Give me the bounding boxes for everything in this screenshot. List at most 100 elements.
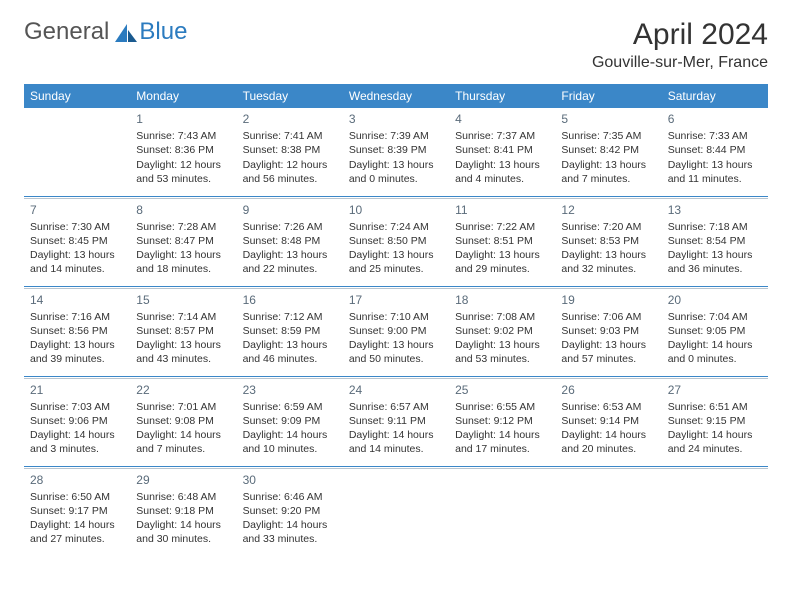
weekday-header: Sunday [24, 84, 130, 108]
sunrise-text: Sunrise: 7:22 AM [455, 220, 549, 234]
sunrise-text: Sunrise: 7:03 AM [30, 400, 124, 414]
calendar-day-cell: 1Sunrise: 7:43 AMSunset: 8:36 PMDaylight… [130, 108, 236, 196]
daylight-text: Daylight: 13 hours [30, 338, 124, 352]
sunset-text: Sunset: 8:39 PM [349, 143, 443, 157]
weekday-header: Saturday [662, 84, 768, 108]
brand-part2: Blue [139, 18, 187, 46]
weekday-header: Friday [555, 84, 661, 108]
sunset-text: Sunset: 9:12 PM [455, 414, 549, 428]
calendar-day-cell: 20Sunrise: 7:04 AMSunset: 9:05 PMDayligh… [662, 288, 768, 376]
daylight-text: Daylight: 13 hours [136, 248, 230, 262]
daylight-text: Daylight: 14 hours [243, 518, 337, 532]
sunrise-text: Sunrise: 7:16 AM [30, 310, 124, 324]
daylight-text: and 27 minutes. [30, 532, 124, 546]
sunset-text: Sunset: 8:36 PM [136, 143, 230, 157]
sunset-text: Sunset: 9:14 PM [561, 414, 655, 428]
day-number: 16 [243, 292, 337, 308]
daylight-text: and 0 minutes. [349, 172, 443, 186]
daylight-text: Daylight: 13 hours [455, 338, 549, 352]
sunset-text: Sunset: 8:48 PM [243, 234, 337, 248]
sunset-text: Sunset: 8:54 PM [668, 234, 762, 248]
daylight-text: Daylight: 13 hours [349, 338, 443, 352]
daylight-text: and 50 minutes. [349, 352, 443, 366]
calendar-day-cell: 22Sunrise: 7:01 AMSunset: 9:08 PMDayligh… [130, 378, 236, 466]
daylight-text: Daylight: 12 hours [136, 158, 230, 172]
day-number: 10 [349, 202, 443, 218]
calendar-day-cell: 3Sunrise: 7:39 AMSunset: 8:39 PMDaylight… [343, 108, 449, 196]
sunrise-text: Sunrise: 7:12 AM [243, 310, 337, 324]
calendar-day-cell: 21Sunrise: 7:03 AMSunset: 9:06 PMDayligh… [24, 378, 130, 466]
sunrise-text: Sunrise: 7:24 AM [349, 220, 443, 234]
day-number: 21 [30, 382, 124, 398]
sunset-text: Sunset: 9:15 PM [668, 414, 762, 428]
day-number: 19 [561, 292, 655, 308]
sunset-text: Sunset: 8:42 PM [561, 143, 655, 157]
day-number: 17 [349, 292, 443, 308]
sunrise-text: Sunrise: 7:04 AM [668, 310, 762, 324]
day-number: 26 [561, 382, 655, 398]
sunrise-text: Sunrise: 6:53 AM [561, 400, 655, 414]
day-number: 18 [455, 292, 549, 308]
sunset-text: Sunset: 9:08 PM [136, 414, 230, 428]
brand-part1: General [24, 18, 109, 46]
weekday-header: Wednesday [343, 84, 449, 108]
daylight-text: Daylight: 14 hours [668, 338, 762, 352]
sunrise-text: Sunrise: 7:10 AM [349, 310, 443, 324]
page-header: General Blue April 2024 Gouville-sur-Mer… [24, 18, 768, 72]
sunset-text: Sunset: 9:03 PM [561, 324, 655, 338]
sunset-text: Sunset: 9:18 PM [136, 504, 230, 518]
sail-icon [113, 22, 139, 44]
weekday-header: Monday [130, 84, 236, 108]
sunrise-text: Sunrise: 6:46 AM [243, 490, 337, 504]
calendar-day-cell: 15Sunrise: 7:14 AMSunset: 8:57 PMDayligh… [130, 288, 236, 376]
daylight-text: Daylight: 13 hours [349, 158, 443, 172]
calendar-week-row: 21Sunrise: 7:03 AMSunset: 9:06 PMDayligh… [24, 378, 768, 466]
day-number: 15 [136, 292, 230, 308]
day-number: 9 [243, 202, 337, 218]
day-number: 13 [668, 202, 762, 218]
calendar-day-cell: 30Sunrise: 6:46 AMSunset: 9:20 PMDayligh… [237, 468, 343, 556]
sunset-text: Sunset: 8:51 PM [455, 234, 549, 248]
day-number: 3 [349, 111, 443, 127]
daylight-text: and 4 minutes. [455, 172, 549, 186]
day-number: 22 [136, 382, 230, 398]
calendar-day-cell [24, 108, 130, 196]
calendar-week-row: 28Sunrise: 6:50 AMSunset: 9:17 PMDayligh… [24, 468, 768, 556]
weekday-header: Thursday [449, 84, 555, 108]
sunrise-text: Sunrise: 6:51 AM [668, 400, 762, 414]
day-number: 11 [455, 202, 549, 218]
sunset-text: Sunset: 8:57 PM [136, 324, 230, 338]
sunrise-text: Sunrise: 6:59 AM [243, 400, 337, 414]
sunset-text: Sunset: 9:09 PM [243, 414, 337, 428]
daylight-text: and 24 minutes. [668, 442, 762, 456]
calendar-day-cell: 16Sunrise: 7:12 AMSunset: 8:59 PMDayligh… [237, 288, 343, 376]
day-number: 29 [136, 472, 230, 488]
calendar-week-row: 1Sunrise: 7:43 AMSunset: 8:36 PMDaylight… [24, 108, 768, 196]
daylight-text: Daylight: 14 hours [30, 428, 124, 442]
calendar-week-row: 7Sunrise: 7:30 AMSunset: 8:45 PMDaylight… [24, 198, 768, 286]
daylight-text: and 56 minutes. [243, 172, 337, 186]
calendar-day-cell: 10Sunrise: 7:24 AMSunset: 8:50 PMDayligh… [343, 198, 449, 286]
daylight-text: Daylight: 14 hours [455, 428, 549, 442]
daylight-text: Daylight: 13 hours [455, 248, 549, 262]
calendar-day-cell: 25Sunrise: 6:55 AMSunset: 9:12 PMDayligh… [449, 378, 555, 466]
day-number: 20 [668, 292, 762, 308]
month-title: April 2024 [592, 18, 768, 52]
daylight-text: and 22 minutes. [243, 262, 337, 276]
sunrise-text: Sunrise: 7:28 AM [136, 220, 230, 234]
daylight-text: and 7 minutes. [136, 442, 230, 456]
daylight-text: Daylight: 14 hours [136, 428, 230, 442]
calendar-day-cell [343, 468, 449, 556]
daylight-text: Daylight: 13 hours [561, 338, 655, 352]
calendar-day-cell [555, 468, 661, 556]
sunset-text: Sunset: 9:20 PM [243, 504, 337, 518]
calendar-day-cell: 6Sunrise: 7:33 AMSunset: 8:44 PMDaylight… [662, 108, 768, 196]
day-number: 7 [30, 202, 124, 218]
calendar-day-cell: 12Sunrise: 7:20 AMSunset: 8:53 PMDayligh… [555, 198, 661, 286]
day-number: 14 [30, 292, 124, 308]
daylight-text: and 14 minutes. [30, 262, 124, 276]
calendar-day-cell: 23Sunrise: 6:59 AMSunset: 9:09 PMDayligh… [237, 378, 343, 466]
daylight-text: and 43 minutes. [136, 352, 230, 366]
day-number: 27 [668, 382, 762, 398]
calendar-day-cell: 24Sunrise: 6:57 AMSunset: 9:11 PMDayligh… [343, 378, 449, 466]
